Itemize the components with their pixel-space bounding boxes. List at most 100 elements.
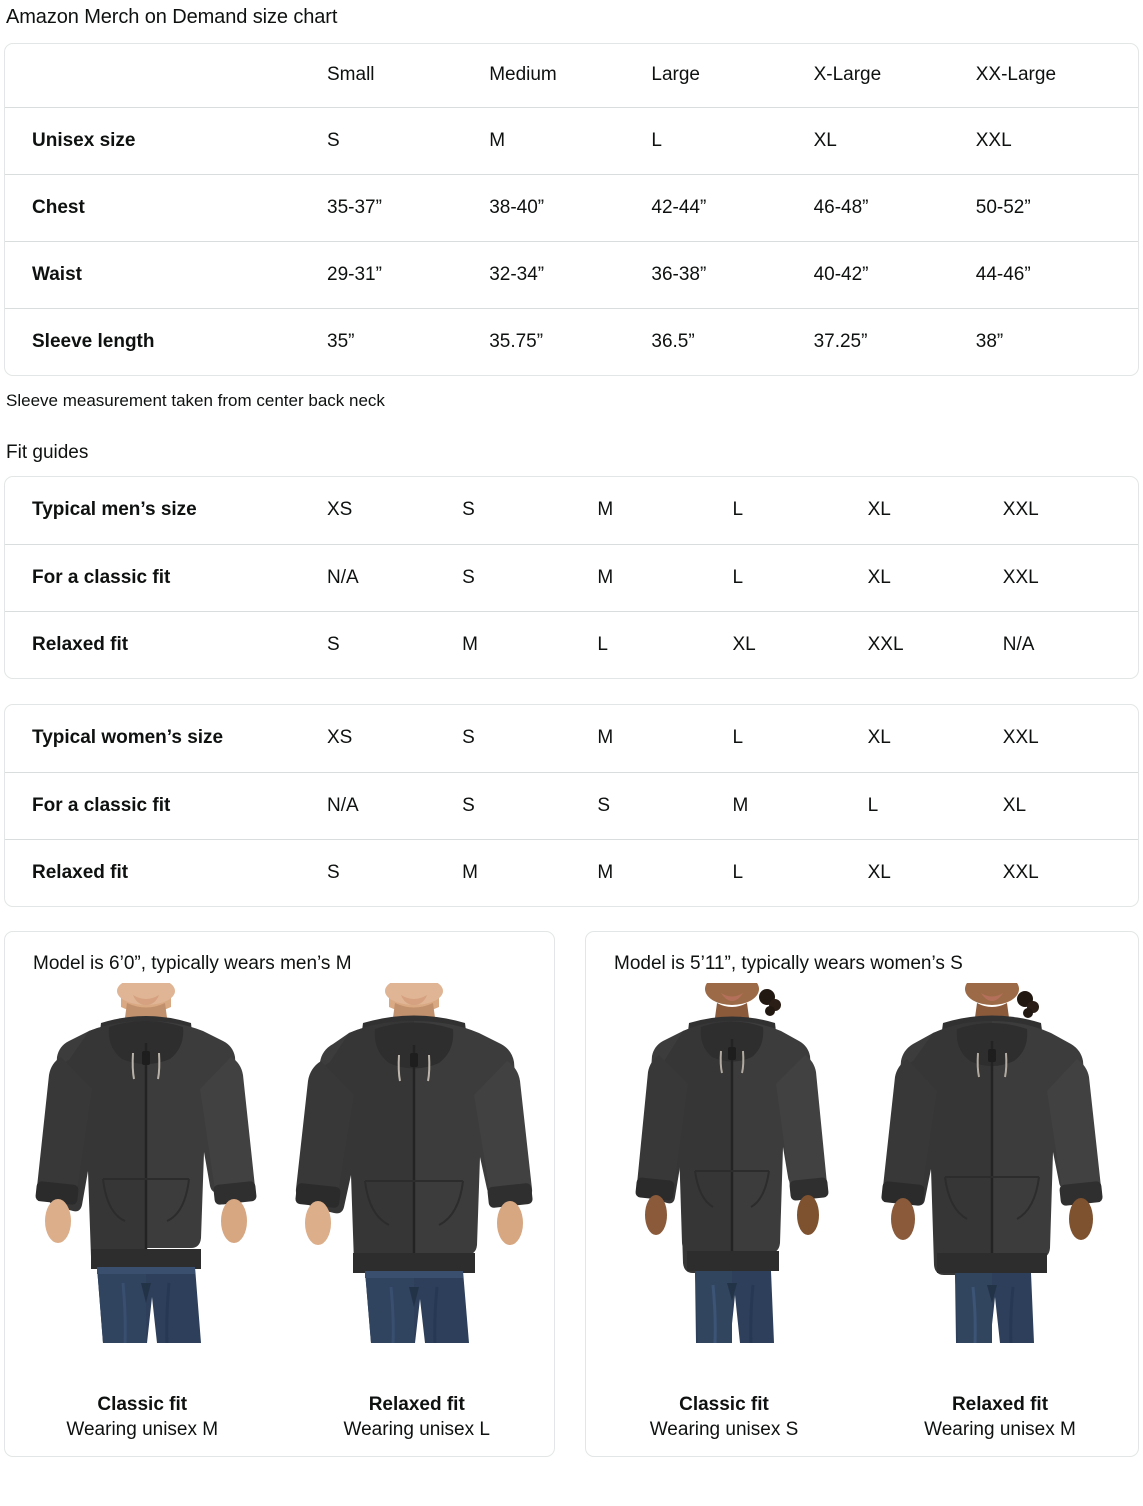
cell-mens-relaxed-6: N/A <box>1002 633 1035 655</box>
table-row: Waist 29-31” 32-34” 36-38” 40-42” 44-46” <box>5 241 1138 308</box>
model-captions-mens: Classic fit Wearing unisex M Relaxed fit… <box>5 1393 554 1443</box>
cell-mens-relaxed-2: M <box>462 633 478 655</box>
cell-chest-xlarge: 46-48” <box>813 196 869 218</box>
table-row: Typical men’s size XS S M L XL XXL <box>5 477 1138 544</box>
cell-womens-typical-5: XL <box>867 727 891 749</box>
cell-waist-xlarge: 40-42” <box>813 263 869 285</box>
table-row: For a classic fit N/A S M L XL XXL <box>5 544 1138 611</box>
cell-mens-relaxed-1: S <box>327 633 340 655</box>
col-header-large: Large <box>651 64 700 86</box>
size-chart-head: Small Medium Large X-Large XX-Large <box>5 44 1138 107</box>
woman-hoodie-classic-illustration <box>607 983 857 1343</box>
cell-mens-relaxed-5: XXL <box>867 633 904 655</box>
cell-womens-relaxed-4: L <box>732 861 744 883</box>
row-label-mens-classic-fit: For a classic fit <box>32 566 171 588</box>
cell-unisex-medium: M <box>489 129 506 151</box>
model-figures-womens <box>586 983 1138 1343</box>
caption-womens-relaxed: Relaxed fit Wearing unisex M <box>862 1393 1138 1443</box>
table-row: Typical women’s size XS S M L XL XXL <box>5 705 1138 772</box>
caption-womens-classic: Classic fit Wearing unisex S <box>586 1393 862 1443</box>
row-label-womens-classic-fit: For a classic fit <box>32 794 171 816</box>
cell-mens-classic-4: L <box>732 566 744 588</box>
cell-womens-typical-3: M <box>597 727 614 749</box>
cell-mens-typical-1: XS <box>327 499 353 521</box>
caption-mens-classic-wearing: Wearing unisex M <box>66 1419 219 1441</box>
model-card-womens: Model is 5’11”, typically wears women’s … <box>585 931 1139 1457</box>
caption-mens-relaxed: Relaxed fit Wearing unisex L <box>280 1393 555 1443</box>
cell-womens-typical-4: L <box>732 727 744 749</box>
col-header-xlarge: X-Large <box>813 64 882 86</box>
model-photo-mens-relaxed <box>284 983 543 1343</box>
cell-mens-classic-5: XL <box>867 566 891 588</box>
caption-mens-classic-fit: Classic fit <box>97 1393 188 1415</box>
model-photo-womens-relaxed <box>867 983 1117 1343</box>
cell-chest-small: 35-37” <box>327 196 382 218</box>
col-header-blank <box>5 44 327 107</box>
cell-mens-classic-1: N/A <box>327 566 359 588</box>
cell-womens-classic-3: S <box>597 794 610 816</box>
cell-sleeve-large: 36.5” <box>651 330 695 352</box>
cell-chest-medium: 38-40” <box>489 196 545 218</box>
fit-guide-mens-table: Typical men’s size XS S M L XL XXL For a… <box>5 477 1138 678</box>
cell-mens-relaxed-4: XL <box>732 633 756 655</box>
cell-mens-typical-6: XXL <box>1002 499 1039 521</box>
cell-womens-typical-6: XXL <box>1002 727 1039 749</box>
woman-hoodie-relaxed-illustration <box>867 983 1117 1343</box>
fit-guide-womens-table: Typical women’s size XS S M L XL XXL For… <box>5 705 1138 906</box>
cell-chest-xxlarge: 50-52” <box>975 196 1031 218</box>
model-figure-mens-relaxed <box>284 983 543 1343</box>
cell-unisex-xlarge: XL <box>813 129 837 151</box>
caption-mens-classic: Classic fit Wearing unisex M <box>5 1393 280 1443</box>
man-hoodie-relaxed-illustration <box>284 983 543 1343</box>
size-chart-page: Amazon Merch on Demand size chart Small … <box>0 6 1143 1457</box>
cell-sleeve-xxlarge: 38” <box>975 330 1004 352</box>
row-label-typical-womens-size: Typical women’s size <box>32 727 224 749</box>
cell-sleeve-small: 35” <box>327 330 355 352</box>
table-header-row: Small Medium Large X-Large XX-Large <box>5 44 1138 107</box>
sleeve-measurement-note: Sleeve measurement taken from center bac… <box>6 391 385 410</box>
cell-womens-typical-1: XS <box>327 727 353 749</box>
row-label-mens-relaxed-fit: Relaxed fit <box>32 633 129 655</box>
cell-sleeve-medium: 35.75” <box>489 330 544 352</box>
caption-womens-relaxed-wearing: Wearing unisex M <box>924 1419 1076 1441</box>
cell-womens-classic-2: S <box>462 794 475 816</box>
model-cards-row: Model is 6’0”, typically wears men’s M <box>4 931 1139 1457</box>
page-title: Amazon Merch on Demand size chart <box>6 6 338 28</box>
cell-mens-classic-6: XXL <box>1002 566 1039 588</box>
cell-waist-small: 29-31” <box>327 263 382 285</box>
caption-womens-relaxed-fit: Relaxed fit <box>951 1393 1049 1415</box>
table-row: Relaxed fit S M M L XL XXL <box>5 839 1138 906</box>
model-photo-mens-classic <box>16 983 275 1343</box>
size-chart-body: Unisex size S M L XL XXL Chest 35-37” 38… <box>5 107 1138 375</box>
row-label-typical-mens-size: Typical men’s size <box>32 499 197 521</box>
model-figures-mens <box>5 983 554 1343</box>
cell-unisex-small: S <box>327 129 340 151</box>
model-card-mens: Model is 6’0”, typically wears men’s M <box>4 931 555 1457</box>
cell-womens-relaxed-1: S <box>327 861 340 883</box>
size-chart-table: Small Medium Large X-Large XX-Large Unis… <box>5 44 1138 375</box>
cell-chest-large: 42-44” <box>651 196 707 218</box>
row-label-sleeve-length: Sleeve length <box>32 330 155 352</box>
model-figure-mens-classic <box>16 983 275 1343</box>
row-label-chest: Chest <box>32 196 85 218</box>
table-row: Sleeve length 35” 35.75” 36.5” 37.25” 38… <box>5 308 1138 375</box>
col-header-small: Small <box>327 64 375 86</box>
man-hoodie-classic-illustration <box>16 983 275 1343</box>
fit-guide-mens-card: Typical men’s size XS S M L XL XXL For a… <box>4 476 1139 679</box>
model-captions-womens: Classic fit Wearing unisex S Relaxed fit… <box>586 1393 1138 1443</box>
fit-guide-womens-card: Typical women’s size XS S M L XL XXL For… <box>4 704 1139 907</box>
cell-womens-classic-4: M <box>732 794 749 816</box>
model-figure-womens-relaxed <box>867 983 1117 1343</box>
caption-mens-relaxed-fit: Relaxed fit <box>368 1393 465 1415</box>
cell-unisex-xxlarge: XXL <box>975 129 1012 151</box>
row-label-waist: Waist <box>32 263 82 285</box>
col-header-medium: Medium <box>489 64 557 86</box>
caption-womens-classic-wearing: Wearing unisex S <box>649 1419 799 1441</box>
cell-womens-relaxed-3: M <box>597 861 614 883</box>
table-row: Unisex size S M L XL XXL <box>5 107 1138 174</box>
cell-womens-classic-6: XL <box>1002 794 1027 816</box>
cell-unisex-large: L <box>651 129 662 151</box>
cell-waist-medium: 32-34” <box>489 263 545 285</box>
cell-mens-typical-2: S <box>462 499 475 521</box>
caption-mens-relaxed-wearing: Wearing unisex L <box>343 1419 490 1441</box>
